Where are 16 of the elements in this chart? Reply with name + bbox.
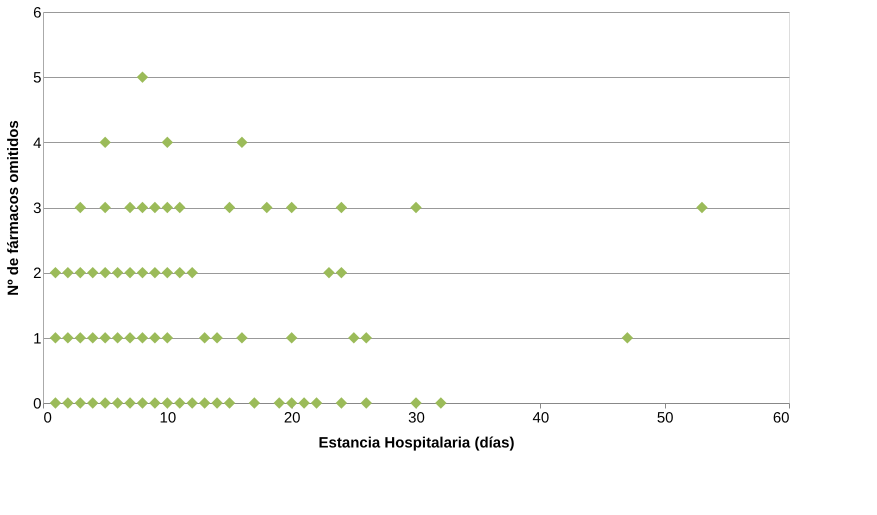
y-axis-title: Nº de fármacos omitidos bbox=[5, 120, 22, 296]
x-tick-label: 20 bbox=[284, 410, 301, 426]
y-tick-label: 5 bbox=[33, 70, 42, 87]
y-tick-label: 4 bbox=[33, 134, 42, 152]
x-axis-title: Estancia Hospitalaria (días) bbox=[318, 434, 514, 452]
x-tick-label: 40 bbox=[532, 410, 550, 426]
y-tick-label: 6 bbox=[33, 4, 42, 22]
y-tick-label: 2 bbox=[33, 265, 42, 282]
x-tick-label: 0 bbox=[44, 410, 52, 426]
x-tick-label: 60 bbox=[772, 410, 790, 426]
y-tick-label: 0 bbox=[33, 396, 42, 412]
y-tick-label: 3 bbox=[33, 200, 42, 217]
y-tick-label: 1 bbox=[33, 330, 42, 348]
x-tick-label: 30 bbox=[408, 410, 425, 426]
x-tick-label: 10 bbox=[159, 410, 176, 426]
x-tick-label: 50 bbox=[656, 410, 674, 426]
